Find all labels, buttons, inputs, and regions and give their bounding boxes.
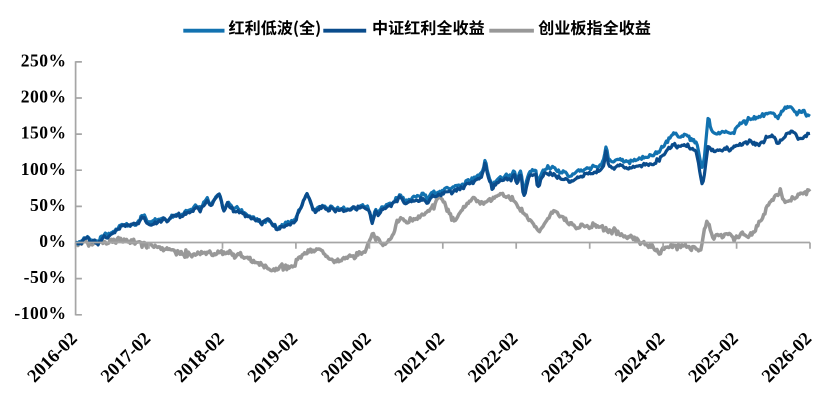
svg-text:-50%: -50% [24, 267, 67, 287]
svg-text:50%: 50% [30, 195, 67, 215]
svg-text:0%: 0% [39, 231, 66, 251]
svg-text:100%: 100% [21, 159, 67, 179]
svg-text:-100%: -100% [14, 303, 66, 323]
svg-text:150%: 150% [21, 123, 67, 143]
svg-text:250%: 250% [21, 50, 67, 70]
svg-text:200%: 200% [21, 87, 67, 107]
